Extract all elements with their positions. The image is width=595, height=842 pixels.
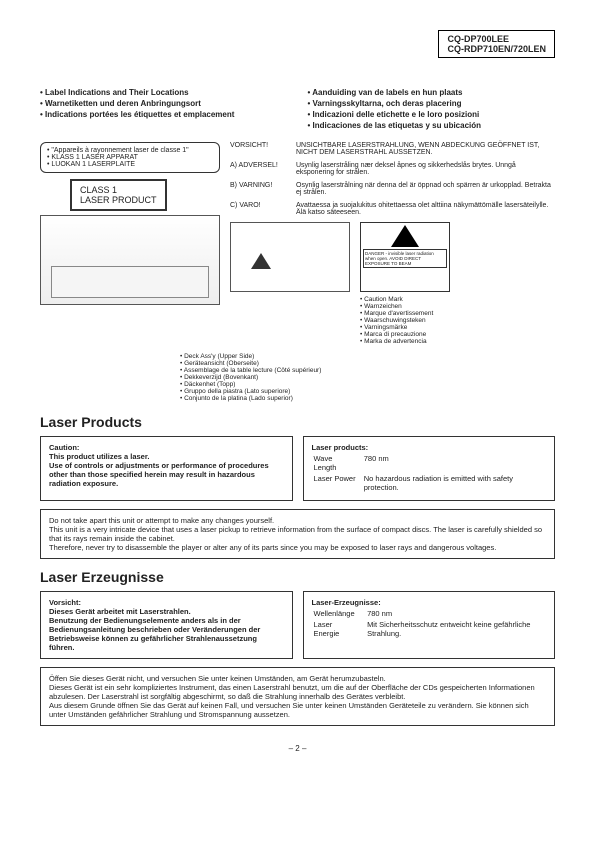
callout-item: • "Appareils à rayonnement laser de clas… bbox=[47, 147, 213, 154]
model-line2: CQ-RDP710EN/720LEN bbox=[447, 44, 546, 54]
class1-label-box: CLASS 1 LASER PRODUCT bbox=[70, 179, 167, 211]
box-body: This unit is a very intricate device tha… bbox=[49, 525, 546, 552]
callout-item: • LUOKAN 1 LASERPLAITE bbox=[47, 161, 213, 168]
header-right-col: • Aanduiding van de labels en hun plaats… bbox=[308, 88, 556, 132]
warn-row: B) VARNING! Osynlig laserstrålning när d… bbox=[230, 182, 555, 196]
model-number-box: CQ-DP700LEE CQ-RDP710EN/720LEN bbox=[438, 30, 555, 58]
warn-text: Avattaessa ja suojalukitus ohitettaessa … bbox=[296, 202, 555, 216]
right-warnings: VORSICHT! UNSICHTBARE LASERSTRAHLUNG, WE… bbox=[230, 142, 555, 345]
laser-spec-table: Wave Length780 nm Laser PowerNo hazardou… bbox=[312, 452, 547, 494]
laser-spec-box-de: Laser-Erzeugnisse: Wellenlänge780 nm Las… bbox=[303, 591, 556, 659]
list-item: Warnzeichen bbox=[360, 303, 555, 310]
spec-head: Laser products: bbox=[312, 443, 547, 452]
warning-triangle-icon bbox=[251, 253, 271, 269]
list-item: Geräteansicht (Oberseite) bbox=[180, 360, 555, 367]
spec-head: Laser-Erzeugnisse: bbox=[312, 598, 547, 607]
spec-val: 780 nm bbox=[367, 609, 544, 618]
header-item: • Label Indications and Their Locations bbox=[40, 88, 288, 97]
box-body: Dieses Gerät ist ein sehr kompliziertes … bbox=[49, 683, 546, 719]
warn-text: Osynlig laserstrålning när denna del är … bbox=[296, 182, 555, 196]
header-item: • Aanduiding van de labels en hun plaats bbox=[308, 88, 556, 97]
header-item: • Indicaciones de las etiquetas y su ubi… bbox=[308, 121, 556, 130]
list-item: Waarschuwingsteken bbox=[360, 317, 555, 324]
laser-spec-box-en: Laser products: Wave Length780 nm Laser … bbox=[303, 436, 556, 501]
warn-text: Usynlig laserstråling nær deksel åpnes o… bbox=[296, 162, 555, 176]
warn-row: A) ADVERSEL! Usynlig laserstråling nær d… bbox=[230, 162, 555, 176]
list-item: Däckenhet (Topp) bbox=[180, 381, 555, 388]
spec-label: Wave Length bbox=[314, 454, 362, 472]
laser-spec-table: Wellenlänge780 nm Laser EnergieMit Siche… bbox=[312, 607, 547, 640]
spec-val: Mit Sicherheitsschutz entweicht keine ge… bbox=[367, 620, 544, 638]
caution-body: Dieses Gerät arbeitet mit Laserstrahlen.… bbox=[49, 607, 284, 652]
section-title-laser-products: Laser Products bbox=[40, 414, 555, 430]
warnings-area: • "Appareils à rayonnement laser de clas… bbox=[40, 142, 555, 345]
laser-warning-icon bbox=[391, 225, 419, 247]
class1-line: CLASS 1 bbox=[80, 185, 157, 195]
rear-diagram: DANGER - invisible laser radiation when … bbox=[230, 222, 555, 292]
list-item: Assemblage de la table lecture (Côté sup… bbox=[180, 367, 555, 374]
do-not-disassemble-en: Do not take apart this unit or attempt t… bbox=[40, 509, 555, 559]
warn-label: B) VARNING! bbox=[230, 182, 290, 196]
header-item: • Warnetiketten und deren Anbringungsort bbox=[40, 99, 288, 108]
list-item: Marca di precauzione bbox=[360, 331, 555, 338]
list-item: Marque d'avertissement bbox=[360, 310, 555, 317]
warn-row: VORSICHT! UNSICHTBARE LASERSTRAHLUNG, WE… bbox=[230, 142, 555, 156]
spec-label: Laser Power bbox=[314, 474, 362, 492]
page-number: – 2 – bbox=[40, 744, 555, 753]
caution-body: This product utilizes a laser. Use of co… bbox=[49, 452, 284, 488]
list-item: Deck Ass'y (Upper Side) bbox=[180, 353, 555, 360]
section-title-laser-erzeugnisse: Laser Erzeugnisse bbox=[40, 569, 555, 585]
warn-row: C) VARO! Avattaessa ja suojalukitus ohit… bbox=[230, 202, 555, 216]
list-item: Dekkeverzijd (Bovenkant) bbox=[180, 374, 555, 381]
warning-label-text: DANGER - invisible laser radiation when … bbox=[363, 249, 447, 268]
laser-products-boxes: Caution: This product utilizes a laser. … bbox=[40, 436, 555, 501]
list-item: Caution Mark bbox=[360, 296, 555, 303]
laser-products-boxes-de: Vorsicht: Dieses Gerät arbeitet mit Lase… bbox=[40, 591, 555, 659]
left-diagram: • "Appareils à rayonnement laser de clas… bbox=[40, 142, 220, 345]
spec-val: 780 nm bbox=[364, 454, 544, 472]
warn-label: A) ADVERSEL! bbox=[230, 162, 290, 176]
callout-box: • "Appareils à rayonnement laser de clas… bbox=[40, 142, 220, 173]
box-head: Do not take apart this unit or attempt t… bbox=[49, 516, 546, 525]
model-line1: CQ-DP700LEE bbox=[447, 34, 546, 44]
header-item: • Indicazioni delle etichette e le loro … bbox=[308, 110, 556, 119]
warn-label: VORSICHT! bbox=[230, 142, 290, 156]
caution-head: Caution: bbox=[49, 443, 284, 452]
box-head: Öffen Sie dieses Gerät nicht, und versuc… bbox=[49, 674, 546, 683]
deck-assy-list: Deck Ass'y (Upper Side) Geräteansicht (O… bbox=[180, 353, 555, 402]
back-panel-illustration bbox=[230, 222, 350, 292]
caution-box-en: Caution: This product utilizes a laser. … bbox=[40, 436, 293, 501]
list-item: Varningsmärke bbox=[360, 324, 555, 331]
header-bullets: • Label Indications and Their Locations … bbox=[40, 88, 555, 132]
header-item: • Varningsskyltarna, och deras placering bbox=[308, 99, 556, 108]
warn-label: C) VARO! bbox=[230, 202, 290, 216]
callout-item: • KLASS 1 LASER APPARAT bbox=[47, 154, 213, 161]
device-illustration bbox=[40, 215, 220, 305]
spec-val: No hazardous radiation is emitted with s… bbox=[364, 474, 544, 492]
warn-text: UNSICHTBARE LASERSTRAHLUNG, WENN ABDECKU… bbox=[296, 142, 555, 156]
list-item: Gruppo della piastra (Lato superiore) bbox=[180, 388, 555, 395]
header-left-col: • Label Indications and Their Locations … bbox=[40, 88, 288, 132]
warning-triangle-label: DANGER - invisible laser radiation when … bbox=[360, 222, 450, 292]
list-item: Marka de advertencia bbox=[360, 338, 555, 345]
caution-box-de: Vorsicht: Dieses Gerät arbeitet mit Lase… bbox=[40, 591, 293, 659]
class1-line: LASER PRODUCT bbox=[80, 195, 157, 205]
caution-head: Vorsicht: bbox=[49, 598, 284, 607]
header-item: • Indications portées les étiquettes et … bbox=[40, 110, 288, 119]
list-item: Conjunto de la platina (Lado superior) bbox=[180, 395, 555, 402]
spec-label: Laser Energie bbox=[314, 620, 366, 638]
spec-label: Wellenlänge bbox=[314, 609, 366, 618]
caution-mark-list: Caution Mark Warnzeichen Marque d'averti… bbox=[360, 296, 555, 345]
do-not-disassemble-de: Öffen Sie dieses Gerät nicht, und versuc… bbox=[40, 667, 555, 726]
